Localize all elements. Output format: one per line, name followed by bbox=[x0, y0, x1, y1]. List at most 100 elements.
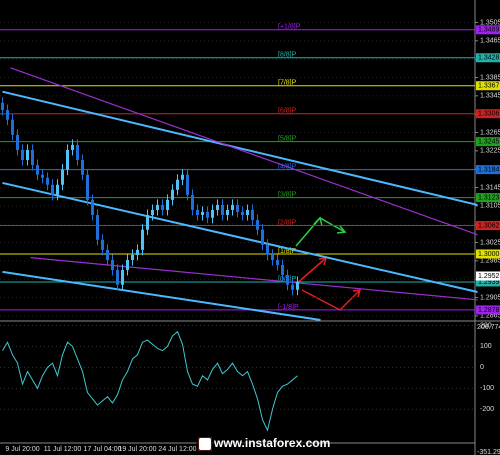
candle-body bbox=[181, 174, 184, 180]
candle-body bbox=[21, 149, 24, 160]
candle-body bbox=[16, 134, 19, 150]
candle-body bbox=[121, 270, 124, 285]
watermark-bg bbox=[196, 434, 306, 454]
watermark-logo bbox=[199, 438, 211, 450]
level-price-label: 1.3489 bbox=[478, 27, 500, 34]
y-tick-label: 0 bbox=[480, 364, 484, 371]
red-arrow bbox=[301, 289, 361, 311]
green-arrow-head bbox=[336, 225, 347, 234]
candle-body bbox=[106, 249, 109, 260]
level-price-label: 1.2939 bbox=[478, 279, 500, 286]
candle-body bbox=[276, 259, 279, 265]
level-price-label: 1.3123 bbox=[478, 194, 500, 201]
trendline bbox=[30, 257, 478, 301]
x-tick-label: 11 Jul 12:00 bbox=[44, 446, 82, 453]
level-price-label: 1.3428 bbox=[478, 55, 500, 62]
x-tick-label: 24 Jul 12:00 bbox=[158, 446, 196, 453]
murray-level-name: [7/8]P bbox=[278, 80, 297, 87]
candle-body bbox=[146, 215, 149, 230]
murray-level-name: [1/8]P bbox=[278, 248, 297, 255]
candle-body bbox=[91, 199, 94, 216]
red-arrow bbox=[295, 257, 327, 285]
candle-body bbox=[231, 204, 234, 210]
y-tick-label: 1.3345 bbox=[480, 93, 500, 100]
level-price-box bbox=[476, 221, 500, 231]
y-tick-label: -200 bbox=[480, 406, 494, 413]
candle-body bbox=[1, 102, 4, 111]
y-tick-label: 1.3025 bbox=[480, 239, 500, 246]
green-arrow-head bbox=[313, 216, 323, 227]
level-price-label: 1.3306 bbox=[478, 111, 500, 118]
candle-body bbox=[251, 209, 254, 221]
x-tick-label: 19 Jul 20:00 bbox=[118, 446, 156, 453]
y-tick-label: 1.3225 bbox=[480, 148, 500, 155]
level-price-box bbox=[476, 193, 500, 203]
candle-body bbox=[111, 259, 114, 271]
y-tick-label: 1.3105 bbox=[480, 203, 500, 210]
level-price-label: 1.3000 bbox=[478, 251, 500, 258]
candle-body bbox=[36, 165, 39, 175]
candle-body bbox=[226, 209, 229, 216]
y-tick-label: 1.2865 bbox=[480, 313, 500, 320]
candle-body bbox=[56, 184, 59, 195]
level-price-label: 1.3245 bbox=[478, 139, 500, 146]
red-arrow-head bbox=[352, 289, 362, 298]
indicator-line bbox=[2, 330, 298, 432]
candle-body bbox=[6, 110, 9, 120]
murray-level-name: [5/8]P bbox=[278, 136, 297, 143]
level-price-box bbox=[476, 109, 500, 119]
level-price-box bbox=[476, 137, 500, 147]
candle-body bbox=[151, 209, 154, 216]
candle-body bbox=[196, 209, 199, 216]
candle-body bbox=[96, 215, 99, 240]
murray-level-name: [+1/8]P bbox=[278, 24, 301, 31]
candle-body bbox=[296, 281, 299, 290]
trendline bbox=[2, 270, 321, 321]
y-tick-label: 100 bbox=[480, 343, 492, 350]
candle-body bbox=[11, 119, 14, 135]
murray-level-name: [6/8]P bbox=[278, 108, 297, 115]
level-price-label: 1.2878 bbox=[478, 307, 500, 314]
candle-body bbox=[236, 204, 239, 212]
candle-body bbox=[66, 149, 69, 170]
candle-body bbox=[176, 179, 179, 190]
x-tick-label: 17 Jul 04:00 bbox=[83, 446, 121, 453]
trendline bbox=[2, 90, 478, 206]
candle-body bbox=[206, 211, 209, 218]
candle-body bbox=[51, 184, 54, 195]
murray-level-name: [8/8]P bbox=[278, 52, 297, 59]
candle-body bbox=[116, 270, 119, 285]
level-price-label: 1.3184 bbox=[478, 166, 500, 173]
level-price-label: 1.3367 bbox=[478, 83, 500, 90]
y-tick-label: 1.3265 bbox=[480, 129, 500, 136]
y-tick-label: 1.2905 bbox=[480, 294, 500, 301]
candle-body bbox=[246, 209, 249, 216]
murray-level-name: [2/8]P bbox=[278, 219, 297, 226]
candle-body bbox=[221, 204, 224, 216]
candle-body bbox=[86, 174, 89, 200]
candle-body bbox=[166, 199, 169, 210]
forecast-arrows bbox=[295, 216, 362, 311]
current-price-label: 1.2952 bbox=[478, 273, 500, 280]
level-price-box bbox=[476, 249, 500, 259]
candle-body bbox=[81, 160, 84, 175]
candle-body bbox=[46, 177, 49, 185]
candle-body bbox=[281, 264, 284, 276]
candle-body bbox=[131, 254, 134, 260]
candle-body bbox=[211, 209, 214, 218]
candle-body bbox=[266, 244, 269, 255]
candle-body bbox=[101, 239, 104, 250]
level-price-box bbox=[476, 81, 500, 91]
candle-body bbox=[286, 275, 289, 285]
y-limit-label: 206.7749 bbox=[477, 324, 500, 331]
candle-body bbox=[241, 211, 244, 216]
candle-body bbox=[136, 249, 139, 255]
candle-body bbox=[76, 144, 79, 160]
candle-body bbox=[256, 220, 259, 230]
y-tick-label: 1.3505 bbox=[480, 19, 500, 26]
candle-body bbox=[191, 194, 194, 210]
level-price-box bbox=[476, 277, 500, 287]
level-price-box bbox=[476, 165, 500, 175]
candle-body bbox=[171, 189, 174, 200]
